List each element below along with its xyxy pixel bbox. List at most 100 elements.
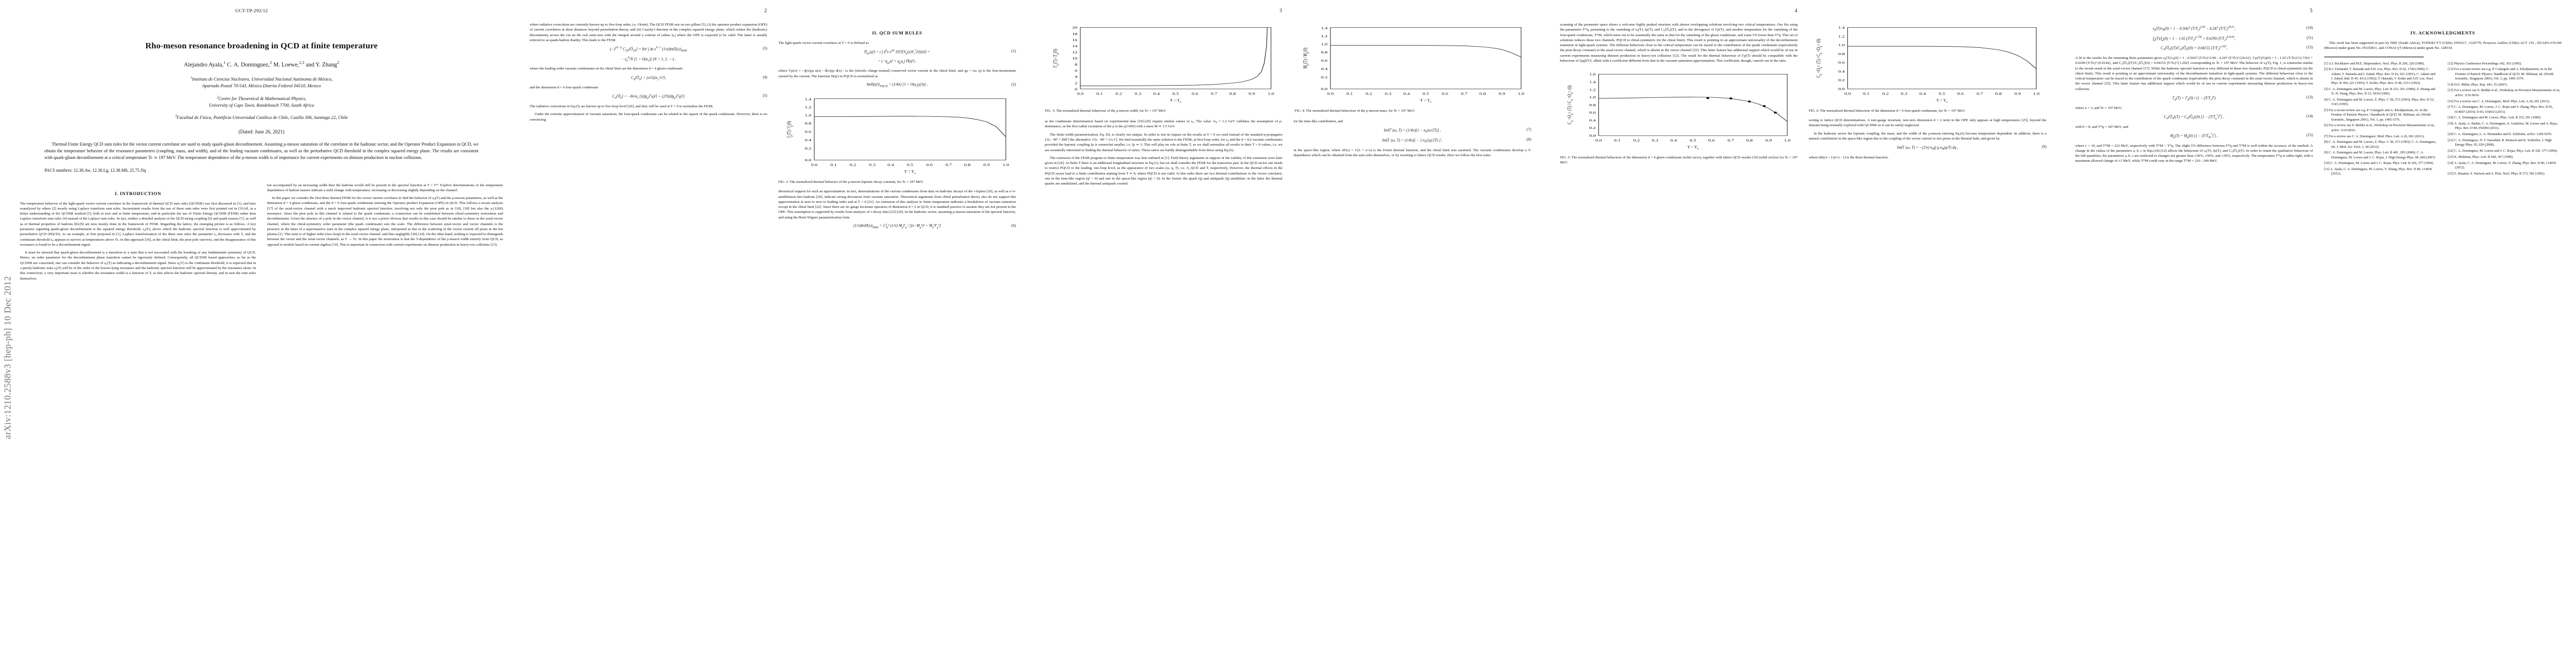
paragraph: Under the extreme approximation of vacuu…	[530, 112, 768, 122]
svg-text:0.0: 0.0	[1844, 92, 1851, 96]
fig2-plot: 1.4 1.2 1.0 0.8 0.6 0.4 0.2 0.0 0.0 0.1	[779, 93, 1017, 177]
pacs-numbers: PACS numbers: 12.38.Aw, 12.38.Lg, 12.38.…	[44, 167, 146, 173]
reference-item: [19] A. Ayala, A. Bashir, C. A. Domingue…	[2448, 122, 2558, 131]
svg-text:0.8: 0.8	[964, 163, 970, 167]
fig6-svg: 1.4 1.2 1.0 0.8 0.6 0.4 0.2 0.0 0.0 0.1	[1815, 26, 2039, 104]
svg-text:0.1: 0.1	[1614, 138, 1621, 142]
fig4-svg: 1.4 1.2 1.0 0.8 0.6 0.4 0.2 0.0 0.0 0.1 …	[1302, 26, 1524, 104]
equation-13: Γρ(T) = Γρ(0) / (1 − (T/Tc)a) (13)	[2172, 95, 2313, 102]
paragraph: where nB(z) = 1/(e^z - 1) is the Bose th…	[1808, 155, 1889, 160]
reference-item: [13] For a recent review see e.g. P. Col…	[2448, 68, 2554, 81]
fig6-plot: 1.4 1.2 1.0 0.8 0.6 0.4 0.2 0.0 0.0 0.1	[1809, 22, 2047, 106]
svg-text:0.2: 0.2	[1633, 138, 1640, 142]
svg-text:0.5: 0.5	[1939, 92, 1945, 96]
fig3-plot: 20 18 16 14 12 10 8 6 4 2 0 0.0	[1045, 22, 1282, 106]
svg-text:0.4: 0.4	[1321, 67, 1327, 71]
page-1-columns: I. INTRODUCTION The temperature behavior…	[20, 183, 503, 284]
figure-5-caption: FIG. 5: The normalized thermal behaviour…	[1560, 156, 1798, 165]
section-heading-qcd-sum-rules: II. QCD SUM RULES	[872, 31, 923, 36]
svg-text:0.2: 0.2	[849, 163, 856, 167]
svg-text:0.4: 0.4	[1589, 118, 1596, 122]
paragraph: and the dimension d = 6 four-quark conde…	[530, 86, 599, 90]
page-number: 2	[764, 8, 767, 13]
svg-text:0.6: 0.6	[1589, 111, 1596, 115]
fig3-svg: 20 18 16 14 12 10 8 6 4 2 0 0.0	[1052, 26, 1274, 104]
svg-text:Γρ(T) / Γρ(0): Γρ(T) / Γρ(0)	[1052, 49, 1060, 68]
svg-text:0.0: 0.0	[805, 158, 811, 162]
reference-item: [21] C. A. Dominguez, N. F. Nasrallah, R…	[2448, 139, 2552, 147]
figure-2-caption: FIG. 2: The normalized thermal behavior …	[778, 180, 924, 185]
svg-text:0.3: 0.3	[869, 163, 875, 167]
svg-text:0.4: 0.4	[1838, 69, 1845, 73]
svg-text:0.0: 0.0	[1838, 87, 1845, 91]
svg-text:1.0: 1.0	[2032, 92, 2039, 96]
svg-text:0.6: 0.6	[805, 130, 811, 134]
fig2-svg: 1.4 1.2 1.0 0.8 0.6 0.4 0.2 0.0 0.0 0.1	[786, 97, 1009, 175]
reference-item: [11] A. Ayala, C. A. Dominguez, M. Loewe…	[2324, 168, 2433, 176]
paragraph: with b = 8, and T*q = 187 MeV, and	[2075, 125, 2129, 129]
svg-text:0.0: 0.0	[1321, 87, 1327, 91]
paragraph: The light-quark vector current correlato…	[778, 41, 869, 45]
svg-text:0.5: 0.5	[1173, 92, 1179, 96]
paragraph: The temperature behavior of the light-qu…	[20, 201, 256, 247]
svg-text:0.1: 0.1	[1346, 92, 1353, 96]
page-5-column-1: s0(T)/s0(0) = 1 − 0.5667 (T/Tc)2.90 − 4.…	[2075, 22, 2313, 178]
equation-11: fρ(T)/fρ(0) = 1 − 1.65 (T/Tc)2.736 + 0.6…	[2153, 36, 2313, 42]
svg-text:4: 4	[1075, 75, 1078, 79]
svg-text:T / Tc: T / Tc	[1170, 98, 1182, 104]
svg-text:0.3: 0.3	[1135, 92, 1142, 96]
svg-text:0.9: 0.9	[2014, 92, 2021, 96]
page-3-figure-row: 20 18 16 14 12 10 8 6 4 2 0 0.0	[1045, 22, 1531, 113]
svg-text:0.1: 0.1	[830, 163, 837, 167]
svg-text:1.6: 1.6	[1589, 72, 1596, 76]
equation-3: (−)(N−1) C2N⟨Ô2N⟩ = 8π² ∫ ds sN−1 (1/π)I…	[610, 47, 768, 53]
svg-text:1.0: 1.0	[1784, 138, 1791, 142]
svg-text:1.2: 1.2	[1589, 88, 1596, 92]
reference-item: [5] For a recent review see e.g. P. Cola…	[2324, 109, 2431, 122]
figure-4-caption: FIG. 4: The normalized thermal behaviour…	[1294, 109, 1416, 113]
abstract: Thermal Finite Energy QCD sum rules for …	[44, 142, 479, 161]
reference-item: [15] For a review see S. Bethke et al., …	[2448, 89, 2560, 97]
page-3: 3 20 18 16 14 12 10 8 6	[1030, 0, 1546, 667]
reference-item: [7] For a review see C. A. Dominguez, Mo…	[2324, 135, 2425, 138]
svg-text:0.8: 0.8	[1479, 92, 1486, 96]
reference-item: [23] K. Maltman, Phys. Lett. B 440, 367 …	[2448, 155, 2514, 159]
paragraph: where c = 10, and T*M = 222 MeV, respect…	[2075, 143, 2313, 163]
page-2-column-2: II. QCD SUM RULES The light-quark vector…	[779, 22, 1017, 233]
svg-text:14: 14	[1072, 44, 1077, 48]
author-list: Alejandro Ayala,1 C. A. Dominguez,2 M. L…	[183, 60, 340, 68]
svg-text:0.6: 0.6	[1708, 138, 1715, 142]
svg-text:0: 0	[1075, 87, 1078, 91]
page-5: 5 s0(T)/s0(0) = 1 − 0.5667 (T/Tc)2.90 − …	[2061, 0, 2576, 667]
figure-2: 1.4 1.2 1.0 0.8 0.6 0.4 0.2 0.0 0.0 0.1	[779, 93, 1017, 185]
svg-text:Mρ(T) / Mρ(0): Mρ(T) / Mρ(0)	[1302, 48, 1310, 69]
figure-5: 1.6 1.4 1.2 1.0 0.8 0.6 0.4 0.2 0.0 0.0	[1560, 69, 1798, 165]
svg-text:0.0: 0.0	[811, 163, 818, 167]
svg-text:0.8: 0.8	[1746, 138, 1753, 142]
date-line: (Dated: June 26, 2021)	[238, 129, 285, 135]
page-1-column-1: I. INTRODUCTION The temperature behavior…	[20, 183, 256, 284]
page-1-column-2: not accompanied by an increasing width t…	[267, 183, 504, 284]
paragraph: sorting to lattice QCD determinations. A…	[1808, 118, 2047, 128]
svg-text:0.8: 0.8	[1838, 52, 1845, 56]
equation-5: C6⟨Ô6⟩ = −8π²αs [⟨(q̄γμλaq)²⟩ + (2/9)⟨q̄…	[612, 94, 768, 101]
equation-1b: = (−qμνq² + qμqν) Π(q²) ,	[878, 59, 916, 65]
svg-text:1.2: 1.2	[1321, 34, 1327, 38]
equation-12: C4⟨Ô4⟩(T)/C4⟨Ô4⟩(0) = 0.04155 (T/Tc)1.20…	[2160, 46, 2313, 52]
equation-1: Πμν(q²) = i ∫ d4x eiqx ⟨0|T(Vμ(x)Vν†(0))…	[864, 49, 1016, 56]
svg-text:0.9: 0.9	[1498, 92, 1505, 96]
svg-text:20: 20	[1072, 26, 1077, 29]
reference-item: [22] C. A. Dominguez, M. Loewe and J. C.…	[2448, 150, 2558, 153]
section-heading-introduction: I. INTRODUCTION	[114, 191, 161, 196]
svg-text:0.3: 0.3	[1901, 92, 1907, 96]
page-3-column-2: for the time-like contribution, and ImΠ+…	[1294, 119, 1532, 189]
page-2-column-1: where radiative corrections are currentl…	[530, 22, 768, 233]
page-3-columns: as the condensate determination based on…	[1045, 119, 1531, 189]
svg-text:0.1: 0.1	[1097, 92, 1103, 96]
paragraph: where radiative corrections are currentl…	[530, 23, 768, 42]
svg-text:0.2: 0.2	[1589, 126, 1596, 130]
svg-text:C4 <O4> (T) / C4 <O4> (0): C4 <O4> (T) / C4 <O4> (0)	[1567, 86, 1575, 125]
page-title: Rho-meson resonance broadening in QCD at…	[145, 41, 378, 51]
svg-text:0.6: 0.6	[1957, 92, 1964, 96]
